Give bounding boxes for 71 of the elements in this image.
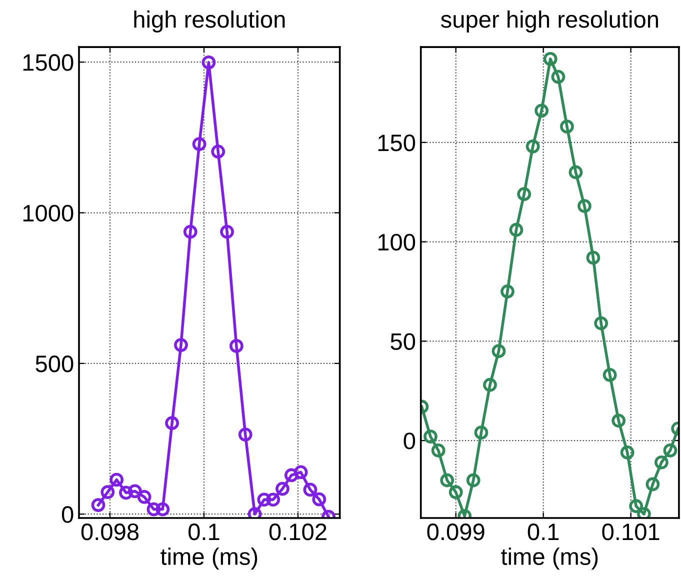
point [663, 444, 678, 458]
point [229, 339, 244, 353]
point [620, 446, 634, 460]
point [257, 492, 272, 507]
point [637, 507, 651, 518]
point [294, 465, 308, 480]
point [91, 498, 106, 512]
point [654, 455, 668, 470]
y-tick-label: 1000 [23, 204, 74, 222]
point [646, 477, 660, 492]
point [500, 284, 514, 298]
point [578, 199, 592, 213]
y-tick-label: 0 [62, 506, 74, 523]
point [492, 344, 506, 358]
point [474, 426, 488, 440]
point [594, 316, 608, 330]
point [276, 482, 290, 496]
point [220, 224, 234, 239]
x-tick-label: 0.098 [81, 524, 139, 540]
y-tick-label: 0 [404, 432, 416, 450]
point [266, 492, 280, 507]
y-tick-label: 1500 [23, 54, 74, 71]
point [156, 502, 170, 516]
point [534, 104, 549, 118]
point [312, 492, 326, 506]
point [551, 70, 566, 84]
point [602, 368, 617, 382]
point [448, 485, 463, 500]
point [517, 187, 532, 202]
x-tick-label: 0.1 [528, 524, 559, 540]
point [543, 52, 558, 66]
y-tick-label: 100 [378, 234, 416, 251]
point [146, 502, 161, 516]
point [183, 224, 198, 239]
point [192, 137, 206, 152]
x-tick-label: 0.1 [188, 524, 220, 540]
x-axis-title: time (ms) [501, 548, 598, 570]
point [119, 486, 133, 500]
x-tick-label: 0.099 [427, 524, 484, 540]
point [110, 472, 124, 487]
point [128, 484, 142, 498]
point [612, 414, 626, 428]
point [586, 250, 600, 265]
x-tick-label: 0.101 [602, 524, 660, 540]
point [238, 428, 252, 442]
y-tick-label: 150 [378, 134, 416, 152]
point [483, 378, 497, 392]
point [202, 55, 216, 70]
point [440, 473, 454, 488]
point [165, 416, 179, 430]
x-tick-label: 0.102 [269, 524, 326, 540]
point [137, 490, 152, 504]
y-tick-label: 50 [390, 333, 416, 350]
point [248, 507, 262, 518]
point [284, 468, 298, 482]
point [174, 338, 188, 352]
point [303, 482, 318, 497]
point [568, 165, 583, 180]
chart-title: super high resolution [440, 10, 658, 32]
x-axis-title: time (ms) [160, 548, 258, 570]
y-tick-label: 500 [36, 356, 74, 372]
chart-title: high resolution [134, 10, 285, 32]
point [100, 485, 115, 500]
point [526, 139, 540, 154]
point [629, 499, 644, 514]
point [560, 120, 574, 134]
point [509, 222, 524, 237]
point [211, 144, 226, 159]
point [466, 473, 480, 488]
point [431, 444, 446, 458]
point [424, 430, 438, 444]
